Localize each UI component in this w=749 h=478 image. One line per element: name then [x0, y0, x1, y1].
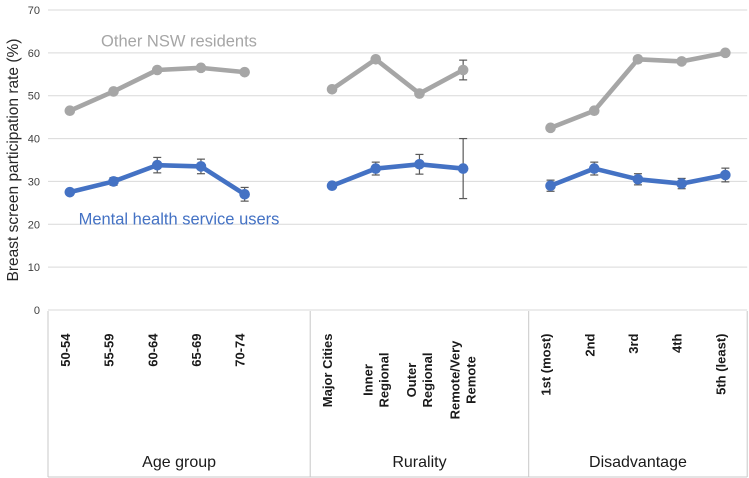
x-tick-label: 55-59	[102, 334, 117, 367]
data-point-other-nsw	[64, 105, 76, 117]
data-point-other-nsw	[545, 122, 556, 134]
x-tick-label: Outer	[404, 363, 419, 398]
data-point-mhsu	[370, 163, 382, 174]
series-label-mental-health-service-users: Mental health service users	[78, 210, 280, 229]
data-point-mhsu	[632, 173, 644, 185]
data-point-other-nsw	[588, 105, 600, 117]
data-point-other-nsw	[195, 62, 207, 74]
data-point-mhsu	[414, 158, 425, 170]
data-point-other-nsw	[108, 86, 119, 97]
x-axis-group-label: Age group	[142, 454, 216, 471]
x-tick-label: 1st (most)	[539, 334, 554, 396]
series-line-other-nsw	[329, 56, 466, 96]
data-point-mhsu	[457, 163, 469, 174]
y-tick-label: 0	[34, 305, 40, 317]
data-point-mhsu	[326, 180, 338, 192]
x-tick-label: 5th (least)	[713, 334, 728, 395]
y-tick-label: 40	[28, 134, 40, 146]
x-tick-label: 70-74	[233, 333, 248, 367]
y-tick-label: 30	[28, 176, 40, 188]
y-tick-label: 70	[28, 5, 40, 17]
x-tick-label: Major Cities	[320, 334, 335, 408]
x-tick-label: Inner	[360, 364, 375, 396]
data-point-mhsu	[64, 186, 76, 198]
data-point-other-nsw	[632, 53, 644, 65]
series-line-mhsu	[329, 161, 466, 189]
x-tick-label: 60-64	[145, 333, 160, 367]
x-tick-label: Regional	[420, 353, 435, 408]
data-point-mhsu	[195, 161, 207, 172]
x-axis-group-label: Disadvantage	[589, 454, 687, 471]
data-point-other-nsw	[414, 88, 425, 99]
x-tick-label: 50-54	[58, 333, 73, 367]
x-axis-group-label: Rurality	[392, 454, 446, 471]
data-point-other-nsw	[326, 83, 338, 95]
data-point-other-nsw	[720, 47, 731, 59]
y-tick-label: 20	[28, 219, 40, 231]
data-point-other-nsw	[676, 56, 687, 67]
data-point-mhsu	[545, 180, 556, 192]
data-point-mhsu	[108, 176, 119, 187]
y-tick-label: 50	[28, 91, 40, 103]
data-point-mhsu	[239, 188, 250, 200]
data-point-other-nsw	[151, 64, 163, 76]
x-tick-label: 3rd	[626, 333, 641, 353]
x-tick-label: Regional	[376, 353, 391, 408]
x-tick-label: 4th	[670, 333, 685, 353]
data-point-mhsu	[151, 159, 163, 171]
x-tick-label: Remote/Very	[448, 340, 463, 420]
y-tick-label: 10	[28, 262, 40, 274]
y-tick-label: 60	[28, 48, 40, 60]
data-point-other-nsw	[457, 64, 469, 76]
data-point-other-nsw	[370, 53, 382, 65]
data-point-other-nsw	[239, 66, 250, 78]
x-tick-label: 65-69	[189, 334, 204, 367]
x-tick-label: Remote	[464, 356, 479, 404]
x-tick-label: 2nd	[582, 333, 597, 356]
data-point-mhsu	[588, 163, 600, 174]
data-point-mhsu	[720, 169, 731, 181]
data-point-mhsu	[676, 178, 687, 189]
series-label-other-nsw-residents: Other NSW residents	[101, 32, 257, 51]
y-axis-title: Breast screen participation rate (%)	[5, 38, 22, 282]
